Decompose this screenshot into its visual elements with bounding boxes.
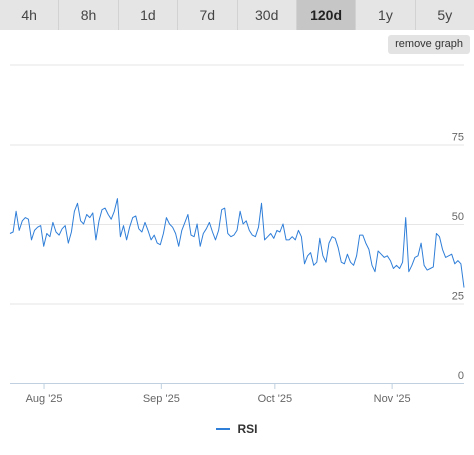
timeframe-tabs: 4h 8h 1d 7d 30d 120d 1y 5y [0,0,474,30]
y-tick-label: 75 [452,132,464,144]
x-tick-label: Sep '25 [143,393,180,405]
tab-4h[interactable]: 4h [0,0,60,30]
series-line-rsi [9,198,465,288]
tab-30d[interactable]: 30d [237,0,297,30]
grid-lines [10,64,464,305]
tab-7d[interactable]: 7d [178,0,238,30]
x-tick-label: Aug '25 [26,393,63,405]
tab-1y[interactable]: 1y [356,0,416,30]
tab-8h[interactable]: 8h [59,0,119,30]
remove-graph-button[interactable]: remove graph [388,35,470,54]
y-tick-label: 50 [452,211,464,223]
series-group [9,198,465,288]
x-tick-label: Nov '25 [374,393,411,405]
y-tick-label: 0 [458,370,464,382]
legend-line-icon [216,428,231,430]
legend-label: RSI [237,422,258,436]
chart-legend[interactable]: RSI [0,421,474,437]
y-tick-label: 25 [452,291,464,303]
tab-1d[interactable]: 1d [118,0,179,30]
tab-120d[interactable]: 120d [296,0,357,30]
x-axis: Aug '25 Sep '25 Oct '25 Nov '25 [10,383,464,405]
x-tick-label: Oct '25 [258,393,293,405]
tab-5y[interactable]: 5y [415,0,474,30]
y-axis-labels: 0 25 50 75 [452,132,464,383]
